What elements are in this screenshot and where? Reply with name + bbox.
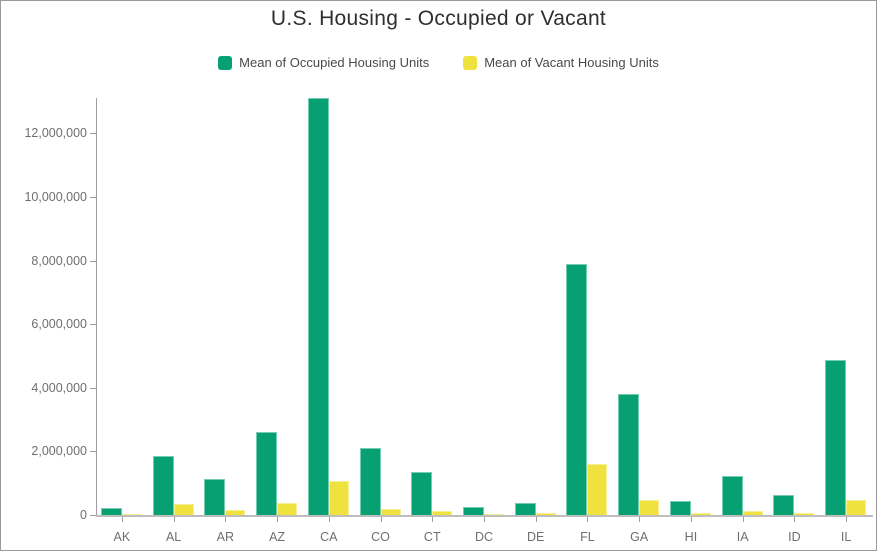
bar-occupied-CT[interactable] [411,472,433,515]
x-axis-line [96,515,873,517]
x-axis-label: DE [527,530,545,544]
bar-occupied-ID[interactable] [773,495,795,515]
x-axis-label: AK [113,530,131,544]
y-axis-tick [90,197,96,198]
x-axis-tick [277,517,279,522]
y-axis-tick [90,260,96,262]
legend: Mean of Occupied Housing Units Mean of V… [1,55,876,70]
x-axis-tick [484,517,485,522]
x-axis-label: CA [320,530,338,544]
y-axis-tick [90,387,96,389]
bar-occupied-CA[interactable] [307,98,329,515]
bar-occupied-IA[interactable] [721,475,743,515]
x-axis-label: GA [630,530,649,544]
x-axis-label: DC [474,530,494,544]
y-axis-label: 12,000,000 [24,126,87,141]
x-axis-tick [380,517,382,522]
y-axis-tick [90,324,96,326]
x-axis-tick [535,517,537,522]
bar-occupied-CO[interactable] [359,448,381,515]
bar-vacant-GA[interactable] [639,500,660,515]
bar-occupied-GA[interactable] [618,394,640,515]
bar-occupied-AR[interactable] [204,479,226,515]
y-axis-label: 4,000,000 [31,380,87,395]
bar-vacant-AK[interactable] [121,513,142,515]
x-axis-tick [121,517,123,522]
legend-item-vacant[interactable]: Mean of Vacant Housing Units [463,55,659,70]
x-axis-tick [328,517,330,522]
bar-occupied-IL[interactable] [825,360,847,515]
y-axis-label: 8,000,000 [31,253,87,268]
legend-label-occupied: Mean of Occupied Housing Units [239,55,430,70]
bar-occupied-AK[interactable] [100,508,122,515]
x-axis-tick [794,517,796,522]
bar-vacant-FL[interactable] [587,464,608,515]
bar-occupied-FL[interactable] [566,263,588,515]
bar-vacant-IL[interactable] [846,500,867,515]
bar-vacant-IA[interactable] [742,511,763,515]
bar-vacant-AL[interactable] [173,504,194,515]
bar-vacant-ID[interactable] [794,512,815,515]
x-axis-label: IL [840,530,852,544]
y-axis-label: 2,000,000 [31,444,87,459]
bar-vacant-CO[interactable] [380,508,401,515]
legend-swatch-occupied-icon [218,55,233,70]
y-axis-label: 10,000,000 [24,190,87,204]
x-axis-tick [173,517,175,522]
x-axis-label: AL [165,530,182,544]
bar-occupied-AZ[interactable] [256,432,278,515]
legend-label-vacant: Mean of Vacant Housing Units [484,55,659,70]
x-axis-label: IA [736,530,749,544]
x-axis-label: FL [580,530,595,544]
legend-swatch-vacant-icon [463,55,478,70]
bar-vacant-AZ[interactable] [277,503,298,515]
x-axis-tick [225,517,227,522]
bar-vacant-DC[interactable] [484,513,504,515]
x-axis-tick [587,517,589,522]
x-axis-tick [742,517,744,522]
bar-occupied-AL[interactable] [152,456,174,515]
bar-occupied-HI[interactable] [669,500,691,515]
x-axis-tick [690,517,692,522]
x-axis-tick [846,517,848,522]
y-axis-tick [90,133,96,135]
x-axis-label: CO [371,530,390,544]
bar-vacant-CT[interactable] [432,511,453,515]
bar-vacant-HI[interactable] [690,513,711,515]
bar-occupied-DC[interactable] [463,507,484,515]
y-axis-tick [90,515,96,516]
y-axis-label: 0 [80,508,87,522]
bar-occupied-DE[interactable] [514,502,536,515]
x-axis-label: ID [788,530,801,544]
legend-item-occupied[interactable]: Mean of Occupied Housing Units [218,55,429,70]
y-axis-line [96,98,97,515]
x-axis-label: AZ [269,530,286,544]
chart-title: U.S. Housing - Occupied or Vacant [270,7,607,30]
y-axis-label: 6,000,000 [31,317,87,332]
bar-vacant-AR[interactable] [225,509,246,515]
x-axis-label: CT [423,530,441,544]
x-axis-tick [639,517,641,522]
x-axis-label: HI [684,530,698,544]
bar-vacant-CA[interactable] [328,480,349,515]
x-axis-tick [432,517,434,522]
x-axis-label: AR [216,530,235,544]
bar-vacant-DE[interactable] [535,513,556,515]
y-axis-tick [90,451,96,453]
